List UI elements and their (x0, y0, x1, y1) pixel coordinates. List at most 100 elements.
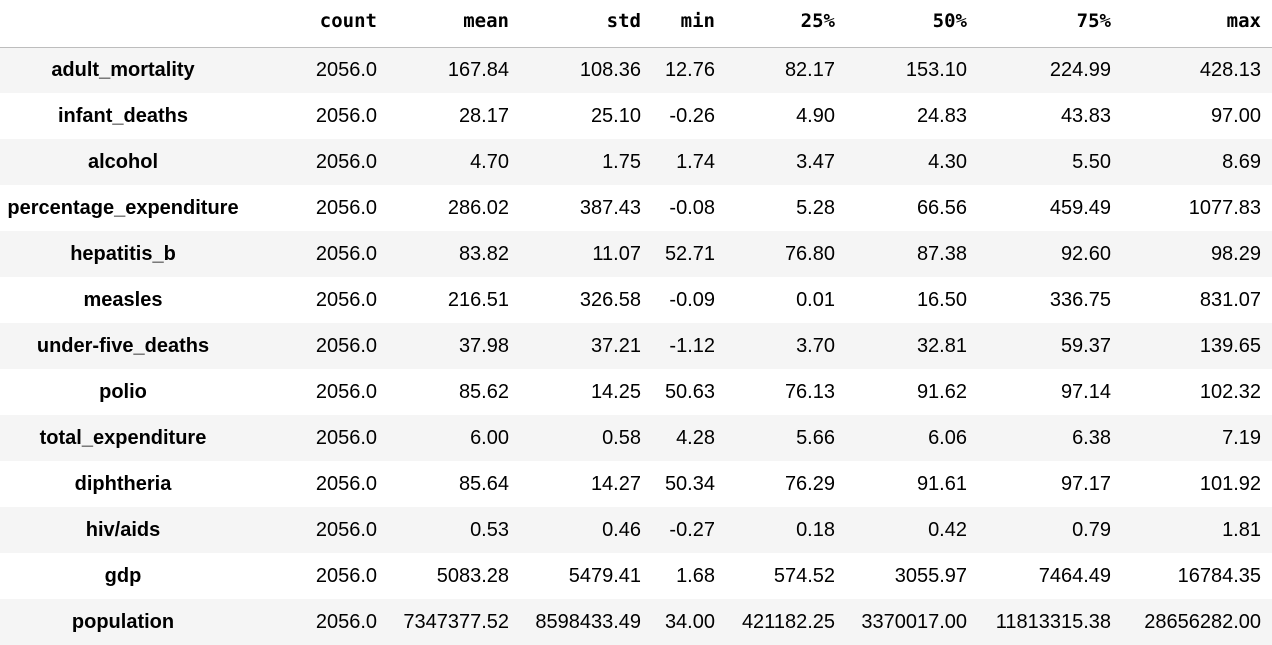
header-min: min (680, 10, 715, 33)
cell-std: 326.58 (579, 288, 641, 311)
cell-25pct: 76.29 (784, 472, 835, 495)
cell-50pct: 3055.97 (894, 564, 967, 587)
cell-std: 11.07 (592, 242, 641, 265)
cell-mean: 28.17 (458, 104, 509, 127)
cell-75pct: 6.38 (1072, 426, 1111, 449)
cell-min: 50.34 (664, 472, 715, 495)
header-50pct: 50% (932, 10, 967, 33)
cell-50pct: 87.38 (916, 242, 967, 265)
cell-25pct: 76.80 (784, 242, 835, 265)
cell-std: 1.75 (602, 150, 641, 173)
cell-count: 2056.0 (315, 334, 377, 357)
cell-max: 8.69 (1222, 150, 1261, 173)
cell-25pct: 82.17 (784, 58, 835, 81)
row-label: hepatitis_b (70, 242, 176, 265)
cell-max: 1077.83 (1188, 196, 1261, 219)
cell-std: 8598433.49 (535, 610, 641, 633)
cell-min: -0.09 (669, 288, 715, 311)
cell-max: 7.19 (1222, 426, 1261, 449)
cell-50pct: 4.30 (928, 150, 967, 173)
cell-25pct: 76.13 (784, 380, 835, 403)
header-25pct: 25% (800, 10, 835, 33)
header-mean: mean (463, 10, 509, 33)
cell-min: 12.76 (664, 58, 715, 81)
cell-count: 2056.0 (315, 610, 377, 633)
cell-count: 2056.0 (315, 426, 377, 449)
table-row: alcohol 2056.0 4.70 1.75 1.74 3.47 4.30 5.50 8.6… (0, 139, 1272, 185)
cell-mean: 7347377.52 (403, 610, 509, 633)
cell-count: 2056.0 (315, 518, 377, 541)
row-label: polio (99, 380, 147, 403)
table-row: under-five_deaths 2056.0 37.98 37.21 -1.12 3.… (0, 323, 1272, 369)
table-row: percentage_expenditure 2056.0 286.02 387.43… (0, 185, 1272, 231)
row-label: under-five_deaths (36, 334, 210, 357)
row-label: adult_mortality (51, 58, 195, 81)
cell-count: 2056.0 (315, 380, 377, 403)
cell-mean: 4.70 (470, 150, 509, 173)
cell-mean: 216.51 (447, 288, 509, 311)
cell-min: -0.08 (669, 196, 715, 219)
table-row: infant_deaths 2056.0 28.17 25.10 -0.26 4.90 24… (0, 93, 1272, 139)
cell-75pct: 11813315.38 (995, 610, 1111, 633)
cell-max: 16784.35 (1177, 564, 1261, 587)
cell-min: -1.12 (669, 334, 715, 357)
cell-min: 52.71 (664, 242, 715, 265)
cell-50pct: 32.81 (916, 334, 967, 357)
cell-50pct: 91.62 (916, 380, 967, 403)
header-std: std (606, 10, 641, 33)
cell-std: 108.36 (579, 58, 641, 81)
cell-25pct: 5.66 (796, 426, 835, 449)
cell-max: 102.32 (1199, 380, 1261, 403)
row-label: measles (83, 288, 163, 311)
header-index (0, 0, 246, 47)
table-row: diphtheria 2056.0 85.64 14.27 50.34 76.29 91.6… (0, 461, 1272, 507)
row-label: alcohol (87, 150, 158, 173)
header-count: count (319, 10, 377, 33)
cell-min: 50.63 (664, 380, 715, 403)
cell-max: 101.92 (1199, 472, 1261, 495)
table-row: gdp 2056.0 5083.28 5479.41 1.68 574.52 3055.97… (0, 553, 1272, 599)
cell-min: 1.68 (676, 564, 715, 587)
table-row: polio 2056.0 85.62 14.25 50.63 76.13 91.62 97.1… (0, 369, 1272, 415)
cell-std: 14.25 (590, 380, 641, 403)
cell-25pct: 421182.25 (741, 610, 835, 633)
cell-mean: 5083.28 (436, 564, 509, 587)
cell-75pct: 5.50 (1072, 150, 1111, 173)
header-max: max (1226, 10, 1261, 33)
cell-min: -0.26 (669, 104, 715, 127)
cell-25pct: 5.28 (796, 196, 835, 219)
cell-mean: 83.82 (458, 242, 509, 265)
cell-std: 387.43 (579, 196, 641, 219)
cell-75pct: 7464.49 (1038, 564, 1111, 587)
cell-std: 0.46 (602, 518, 641, 541)
cell-std: 14.27 (590, 472, 641, 495)
cell-std: 37.21 (590, 334, 641, 357)
table-row: hiv/aids 2056.0 0.53 0.46 -0.27 0.18 0.42 0.79 1… (0, 507, 1272, 553)
table-row: adult_mortality 2056.0 167.84 108.36 12.76 82… (0, 47, 1272, 93)
header-row: count mean std min 25% 50% 75% max (0, 0, 1272, 47)
cell-75pct: 459.49 (1049, 196, 1111, 219)
cell-mean: 0.53 (470, 518, 509, 541)
cell-25pct: 3.47 (796, 150, 835, 173)
cell-25pct: 574.52 (773, 564, 835, 587)
cell-75pct: 97.17 (1060, 472, 1111, 495)
cell-max: 98.29 (1210, 242, 1261, 265)
cell-count: 2056.0 (315, 58, 377, 81)
cell-75pct: 0.79 (1072, 518, 1111, 541)
cell-mean: 37.98 (458, 334, 509, 357)
cell-count: 2056.0 (315, 104, 377, 127)
cell-std: 25.10 (590, 104, 641, 127)
row-label: population (71, 610, 175, 633)
cell-max: 139.65 (1199, 334, 1261, 357)
cell-min: 4.28 (676, 426, 715, 449)
cell-min: 34.00 (664, 610, 715, 633)
cell-mean: 167.84 (447, 58, 509, 81)
cell-min: -0.27 (669, 518, 715, 541)
cell-25pct: 4.90 (796, 104, 835, 127)
cell-50pct: 3370017.00 (861, 610, 967, 633)
cell-50pct: 66.56 (916, 196, 967, 219)
cell-std: 0.58 (602, 426, 641, 449)
cell-max: 28656282.00 (1144, 610, 1261, 633)
row-label: total_expenditure (39, 426, 207, 449)
